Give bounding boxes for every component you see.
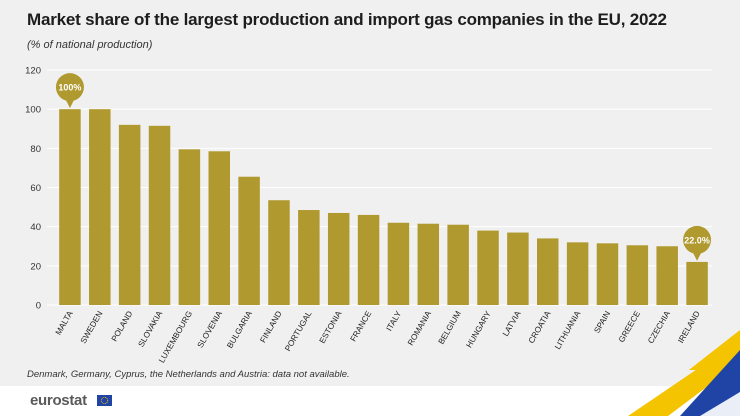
x-tick-label: GREECE [617,309,642,344]
x-tick-label: SWEDEN [79,309,105,345]
chart-title: Market share of the largest production a… [27,10,667,29]
x-tick-label: BULGARIA [225,309,254,350]
x-tick-label: POLAND [110,309,135,343]
bar-romania [417,223,440,305]
callout-malta: 100% [55,73,84,109]
bar-greece [626,245,649,305]
x-tick-label: SLOVAKIA [137,309,165,349]
bar-poland [118,124,141,305]
y-tick-label: 120 [25,66,41,77]
x-tick-label: CZECHIA [646,309,672,345]
eu-flag-icon [97,395,112,406]
x-tick-label: LUXEMBOURG [157,310,194,365]
x-tick-label: ESTONIA [318,309,344,345]
x-tick-label: SPAIN [592,309,612,334]
bar-france [357,214,380,305]
bar-slovakia [148,125,171,305]
bar-sweden [89,109,111,306]
chart-subtitle: (% of national production) [27,39,153,51]
callout-pointer [64,98,75,109]
bar-bulgaria [238,176,260,305]
callout-bubble [683,225,712,254]
bar-chart: 0 20 40 60 80 100 120 MALTA SWEDEN POLAND SLOVAKIA… [25,66,740,370]
x-tick-label: LATVIA [501,309,523,338]
y-tick-label: 60 [30,183,41,194]
callout-bubble [55,73,84,102]
y-tick-label: 80 [30,144,41,155]
bar-slovenia [208,151,231,305]
bar-portugal [298,210,320,305]
x-tick-label: MALTA [54,309,75,337]
bars [59,109,708,306]
bar-hungary [477,230,499,305]
bar-belgium [447,224,469,305]
bar-luxembourg [178,149,201,305]
bar-lithuania [566,242,589,305]
x-tick-label: PORTUGAL [283,309,313,353]
bar-italy [387,222,410,305]
x-tick-label: ROMANIA [406,309,433,347]
y-tick-label: 20 [30,261,41,272]
x-tick-label: BELGIUM [437,309,463,346]
y-tick-label: 40 [30,222,41,233]
x-tick-label: LITHUANIA [553,309,582,351]
callouts: 100% 22.0% [55,73,712,261]
bar-estonia [327,212,350,305]
bar-spain [596,243,619,305]
data-label: 22.0% [684,235,710,245]
x-tick-label: IRELAND [676,309,702,344]
bar-croatia [536,238,559,305]
data-label: 100% [58,83,81,93]
x-tick-label: HUNGARY [465,309,493,349]
x-tick-label: FRANCE [349,309,374,343]
x-tick-label: SLOVENIA [196,309,225,349]
y-tick-label: 0 [36,301,41,312]
bar-czechia [656,246,678,305]
eurostat-logo: eurostat [30,392,87,409]
bar-finland [268,200,290,305]
x-tick-label: ITALY [385,309,404,333]
bar-ireland [686,261,708,305]
footer: eurostat [0,386,740,416]
x-tick-label: CROATIA [527,309,553,345]
bar-latvia [507,232,529,305]
footnote: Denmark, Germany, Cyprus, the Netherland… [27,369,350,380]
x-tick-label: FINLAND [258,309,283,344]
callout-ireland: 22.0% [683,225,712,261]
y-tick-label: 100 [25,105,41,116]
callout-pointer [692,250,703,261]
bar-malta [59,109,81,306]
